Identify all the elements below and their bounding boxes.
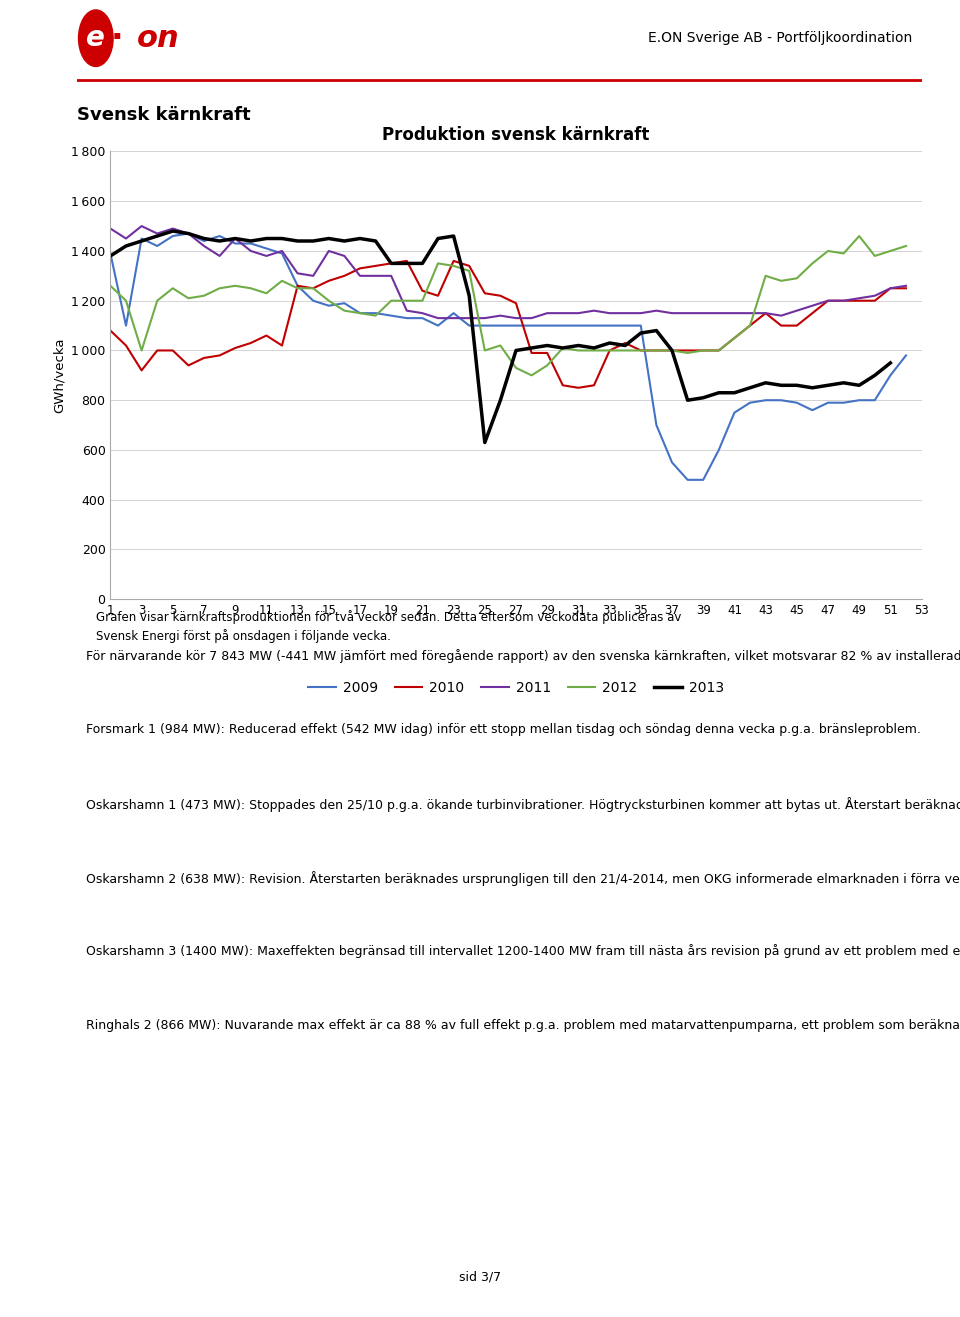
2011 [432,311,444,327]
Line: 2012: 2012 [110,236,906,375]
2010 [900,281,912,296]
2012 [105,278,116,294]
2013 [697,390,708,406]
Text: Svensk kärnkraft: Svensk kärnkraft [77,107,251,124]
2009 [682,471,693,487]
2013 [354,230,366,246]
Text: e: e [86,24,106,53]
2012 [636,342,647,358]
Line: 2009: 2009 [110,233,906,479]
2012 [167,281,179,296]
2012 [853,228,865,244]
2009 [182,225,194,241]
Line: 2010: 2010 [110,261,906,387]
Text: Grafen visar kärnkraftsproduktionen för två veckor sedan. Detta eftersom veckoda: Grafen visar kärnkraftsproduktionen för … [96,610,682,643]
Text: Oskarshamn 3 (1400 MW): Maxeffekten begränsad till intervallet 1200-1400 MW fram: Oskarshamn 3 (1400 MW): Maxeffekten begr… [86,944,960,959]
2011 [401,303,413,319]
2011 [651,303,662,319]
2011 [557,306,568,321]
Text: Forsmark 1 (984 MW): Reducerad effekt (542 MW idag) inför ett stopp mellan tisda: Forsmark 1 (984 MW): Reducerad effekt (5… [86,723,922,736]
2011 [900,278,912,294]
2013 [651,323,662,338]
2010 [167,342,179,358]
2009 [541,317,553,333]
2009 [494,317,506,333]
Ellipse shape [79,11,113,66]
2013 [370,233,381,249]
2013 [479,435,491,450]
2010 [494,288,506,304]
2010 [651,342,662,358]
2013 [869,367,880,383]
2013 [105,248,116,263]
2009 [401,311,413,327]
2012 [385,292,397,308]
2011 [619,306,631,321]
Line: 2011: 2011 [110,227,906,319]
2012 [604,342,615,358]
2011 [182,225,194,241]
Text: För närvarande kör 7 843 MW (-441 MW jämfört med föregående rapport) av den sven: För närvarande kör 7 843 MW (-441 MW jäm… [86,649,960,664]
Text: E.ON Sverige AB - Portföljkoordination: E.ON Sverige AB - Portföljkoordination [648,32,912,45]
2009 [900,348,912,363]
2012 [526,367,538,383]
Text: on: on [137,24,180,53]
2009 [167,228,179,244]
Line: 2013: 2013 [110,230,891,443]
2013 [292,233,303,249]
Title: Produktion svensk kärnkraft: Produktion svensk kärnkraft [382,126,650,145]
2013 [167,223,179,238]
Legend: 2009, 2010, 2011, 2012, 2013: 2009, 2010, 2011, 2012, 2013 [302,676,730,701]
2012 [541,357,553,373]
2009 [105,245,116,261]
2010 [105,323,116,338]
Text: sid 3/7: sid 3/7 [459,1271,501,1283]
2011 [511,311,522,327]
2009 [636,317,647,333]
2009 [604,317,615,333]
2012 [900,238,912,254]
2011 [136,219,148,234]
2012 [479,342,491,358]
2010 [541,345,553,361]
Text: ·: · [110,21,123,55]
2010 [401,253,413,269]
2010 [619,335,631,350]
Text: Oskarshamn 1 (473 MW): Stoppades den 25/10 p.g.a. ökande turbinvibrationer. Högt: Oskarshamn 1 (473 MW): Stoppades den 25/… [86,797,960,811]
2013 [885,356,897,371]
2011 [105,221,116,237]
2010 [572,379,584,395]
2010 [385,255,397,271]
Y-axis label: GWh/vecka: GWh/vecka [53,337,65,414]
Text: Oskarshamn 2 (638 MW): Revision. Återstarten beräknades ursprungligen till den 2: Oskarshamn 2 (638 MW): Revision. Återsta… [86,871,960,885]
Text: Ringhals 2 (866 MW): Nuvarande max effekt är ca 88 % av full effekt p.g.a. probl: Ringhals 2 (866 MW): Nuvarande max effek… [86,1018,960,1033]
